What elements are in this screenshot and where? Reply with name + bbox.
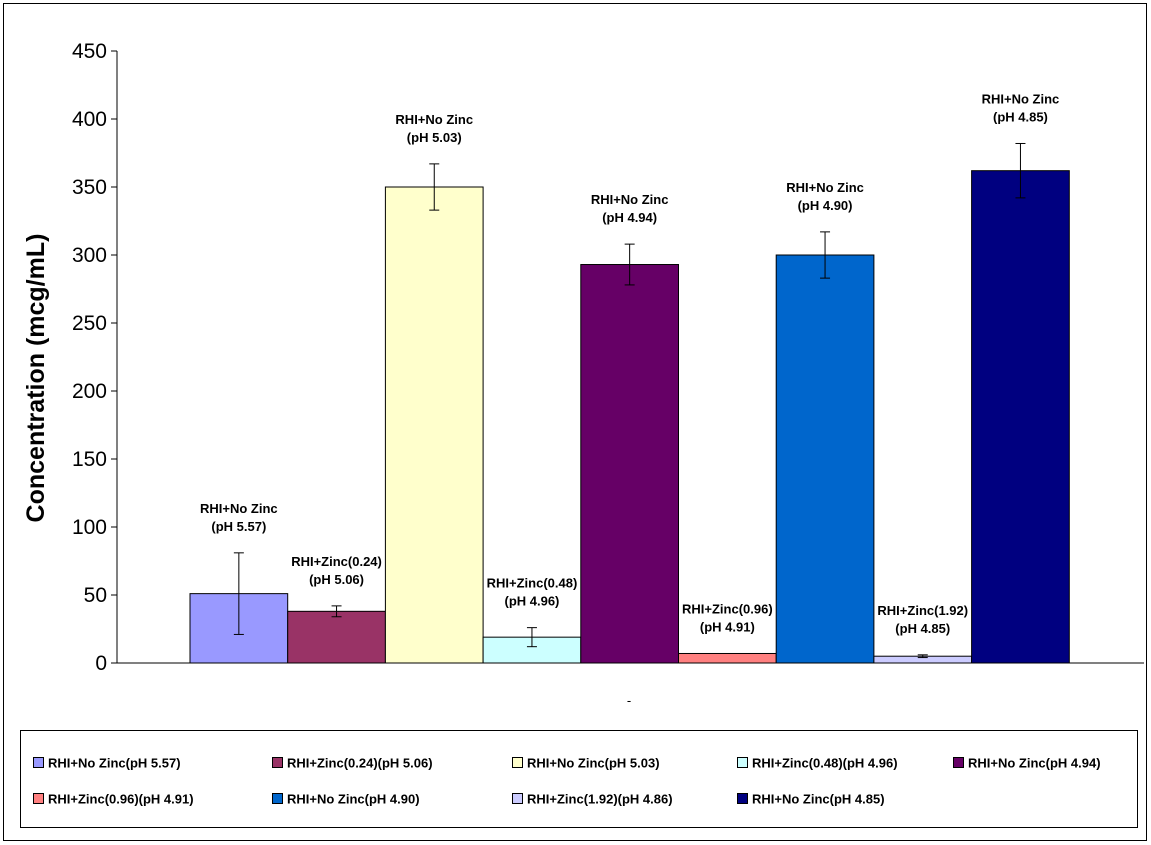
data-label-3-line1: RHI+Zinc(0.48) [487,576,578,591]
legend-swatch-1 [272,757,283,769]
data-label-0-line1: RHI+No Zinc [200,501,278,516]
legend-label-8: RHI+No Zinc(pH 4.85) [752,791,885,807]
data-label-4-line2: (pH 4.94) [602,210,657,225]
data-label-8-line2: (pH 4.85) [993,109,1048,124]
legend-item-3: RHI+Zinc(0.48)(pH 4.96) [737,755,898,771]
bar-6 [775,254,875,664]
y-tick-label-3: 150 [72,448,107,471]
data-label-1-line1: RHI+Zinc(0.24) [291,554,382,569]
y-tick-label-6: 300 [72,244,107,267]
y-tick-label-0: 0 [95,652,107,675]
data-label-7-line2: (pH 4.85) [895,621,950,636]
legend-item-6: RHI+No Zinc(pH 4.90) [272,791,420,807]
data-label-1-line2: (pH 5.06) [309,572,364,587]
bar-5 [678,652,777,664]
plot-area: 0 50 100 150 200 250 300 350 400 450 - RHI+No Zinc (… [72,40,1144,708]
y-tick-label-7: 350 [72,176,107,199]
legend-swatch-6 [272,793,283,805]
bar-8 [971,170,1070,664]
x-category-label: - [627,693,631,708]
legend-label-3: RHI+Zinc(0.48)(pH 4.96) [752,755,898,771]
legend: RHI+No Zinc(pH 5.57) RHI+Zinc(0.24)(pH 5.… [20,730,1138,828]
bar-4 [580,264,679,664]
legend-item-0: RHI+No Zinc(pH 5.57) [33,755,181,771]
legend-label-7: RHI+Zinc(1.92)(pH 4.86) [527,791,673,807]
y-tick-label-9: 450 [72,40,107,63]
data-label-5-line2: (pH 4.91) [700,619,755,634]
y-tick-label-2: 100 [72,516,107,539]
data-label-7-line1: RHI+Zinc(1.92) [877,603,968,618]
data-label-5-line1: RHI+Zinc(0.96) [682,601,773,616]
bar-chart: 0 50 100 150 200 250 300 350 400 450 - RHI+No Zinc (… [22,40,1144,708]
legend-swatch-3 [737,757,748,769]
y-tick-label-8: 400 [72,108,107,131]
chart-frame: 0 50 100 150 200 250 300 350 400 450- RHI+No Zinc(… [3,3,1147,841]
bar-2 [384,186,484,664]
data-label-2-line2: (pH 5.03) [407,130,462,145]
legend-swatch-7 [512,793,523,805]
legend-label-4: RHI+No Zinc(pH 4.94) [968,755,1101,771]
bar-1 [287,610,386,664]
data-label-2-line1: RHI+No Zinc [395,112,473,127]
legend-item-2: RHI+No Zinc(pH 5.03) [512,755,660,771]
legend-label-0: RHI+No Zinc(pH 5.57) [48,755,181,771]
data-label-6-line2: (pH 4.90) [798,198,853,213]
y-axis-label: Concentration (mcg/mL) [22,234,50,523]
data-label-3-line2: (pH 4.96) [504,594,559,609]
legend-swatch-5 [33,793,44,805]
data-label-4-line1: RHI+No Zinc [591,192,669,207]
legend-swatch-4 [953,757,964,769]
legend-swatch-0 [33,757,44,769]
y-tick-label-4: 200 [72,380,107,403]
legend-item-5: RHI+Zinc(0.96)(pH 4.91) [33,791,194,807]
legend-label-2: RHI+No Zinc(pH 5.03) [527,755,660,771]
data-label-6-line1: RHI+No Zinc [786,180,864,195]
legend-item-1: RHI+Zinc(0.24)(pH 5.06) [272,755,433,771]
legend-label-5: RHI+Zinc(0.96)(pH 4.91) [48,791,194,807]
data-label-8-line1: RHI+No Zinc [982,91,1060,106]
legend-item-8: RHI+No Zinc(pH 4.85) [737,791,885,807]
y-tick-label-5: 250 [72,312,107,335]
data-label-0-line2: (pH 5.57) [211,519,266,534]
legend-item-7: RHI+Zinc(1.92)(pH 4.86) [512,791,673,807]
legend-item-4: RHI+No Zinc(pH 4.94) [953,755,1101,771]
legend-swatch-2 [512,757,523,769]
y-tick-label-1: 50 [84,584,107,607]
legend-label-1: RHI+Zinc(0.24)(pH 5.06) [287,755,433,771]
legend-swatch-8 [737,793,748,805]
legend-label-6: RHI+No Zinc(pH 4.90) [287,791,420,807]
